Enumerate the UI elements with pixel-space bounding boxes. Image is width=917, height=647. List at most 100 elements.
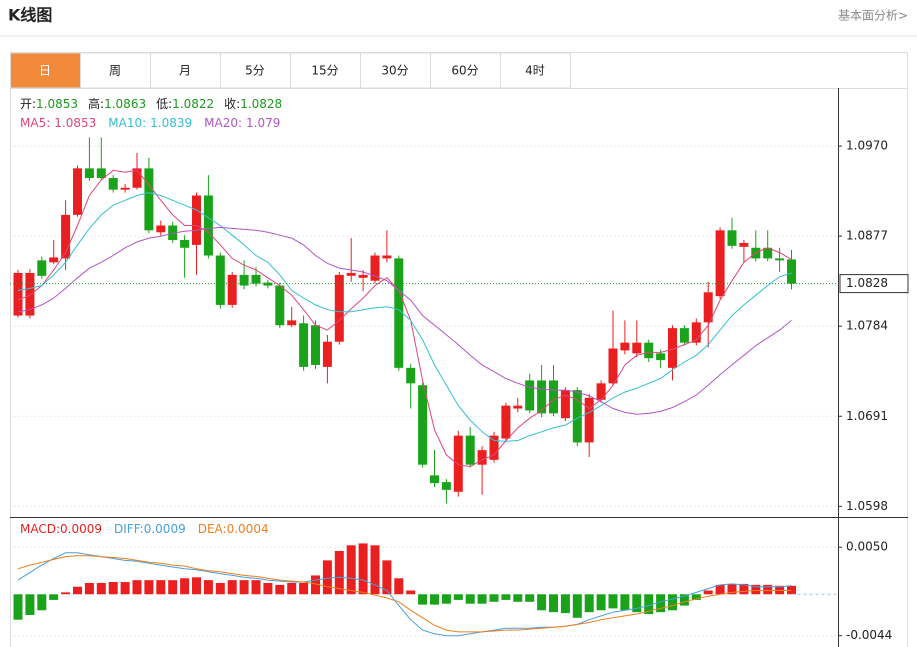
legend-row: MA5: 1.0853 MA10: 1.0839 MA20: 1.079: [20, 116, 280, 130]
candle-body: [739, 242, 749, 247]
macd-bar: [346, 545, 356, 595]
macd-bar: [334, 550, 344, 595]
macd-bar: [263, 582, 273, 595]
macd-bar: [358, 543, 368, 595]
macd-bar: [370, 545, 380, 595]
candle-body: [441, 482, 451, 490]
tab-label[interactable]: 60分: [451, 64, 478, 78]
legend-value: 0.0009: [60, 522, 102, 536]
candle-body: [73, 168, 82, 215]
ohlc-label: 收:: [224, 97, 240, 111]
candle-body: [180, 240, 190, 248]
tab-label[interactable]: 30分: [381, 64, 408, 78]
ohlc-label: 低:: [156, 97, 172, 111]
y-tick-label: -0.0044: [846, 628, 892, 642]
legend-value: 0.0004: [227, 522, 269, 536]
candle-body: [596, 383, 606, 400]
tab-label[interactable]: 月: [179, 64, 191, 78]
candle-body: [251, 274, 261, 284]
candle-body: [192, 195, 201, 245]
tab[interactable]: [500, 52, 571, 89]
legend-name: MA5:: [20, 116, 50, 130]
macd-bar: [465, 594, 475, 604]
tab-label[interactable]: 15分: [311, 64, 338, 78]
macd-bar: [501, 594, 511, 600]
candle-body: [203, 195, 213, 256]
y-tick-label: 1.0970: [846, 139, 888, 153]
macd-bar: [513, 594, 523, 602]
candle-body: [537, 380, 547, 414]
tab-label[interactable]: 周: [109, 64, 121, 78]
macd-bar: [227, 580, 237, 595]
macd-bar: [715, 584, 725, 595]
macd-bar: [608, 594, 618, 609]
tab[interactable]: [360, 52, 431, 89]
macd-bar: [132, 580, 142, 595]
macd-bar: [251, 580, 261, 595]
macd-bar: [239, 580, 249, 595]
y-tick-label: 1.0691: [846, 409, 888, 423]
candle-body: [275, 285, 285, 326]
candle-body: [584, 397, 594, 443]
ohlc-label: 开:: [20, 97, 36, 111]
candle-body: [727, 230, 737, 246]
tab-label[interactable]: 5分: [245, 64, 265, 78]
candle-body: [691, 322, 701, 343]
ohlc-value: 1.0828: [240, 97, 282, 111]
legend-value: 1.079: [246, 116, 280, 130]
macd-bar: [703, 590, 713, 595]
candle-body: [549, 380, 558, 414]
candle-body: [358, 274, 368, 278]
tab[interactable]: [80, 52, 151, 89]
candle-body: [715, 230, 725, 297]
macd-bar: [287, 582, 297, 595]
macd-bar: [691, 594, 701, 600]
macd-bar: [144, 580, 154, 595]
candle-body: [572, 390, 582, 443]
tab[interactable]: [220, 52, 291, 89]
candle-body: [61, 214, 71, 259]
tab[interactable]: [10, 52, 81, 89]
candle-body: [465, 435, 475, 465]
macd-bar: [180, 578, 190, 595]
tab-label[interactable]: 日: [39, 64, 51, 78]
ohlc-value: 1.0822: [172, 97, 214, 111]
ohlc-value: 1.0853: [36, 97, 78, 111]
macd-bar: [441, 594, 451, 604]
macd-bar: [156, 580, 166, 595]
macd-bar: [477, 594, 487, 604]
candle-body: [96, 168, 106, 179]
tab[interactable]: [150, 52, 221, 89]
macd-line: [17, 552, 792, 637]
candle-body: [513, 405, 523, 409]
candle-body: [108, 178, 118, 190]
macd-bar: [299, 582, 309, 595]
candle-body: [84, 168, 94, 179]
tab-label[interactable]: 4时: [525, 64, 545, 78]
candle-body: [239, 274, 249, 286]
chart-frame: [10, 52, 908, 647]
candle-body: [775, 258, 785, 261]
macd-bar: [203, 580, 213, 595]
macd-bar: [168, 580, 178, 595]
candle-body: [656, 353, 666, 361]
candle-body: [49, 257, 59, 263]
candle-body: [418, 385, 428, 465]
macd-bar: [549, 594, 558, 613]
candle-body: [370, 255, 380, 281]
candle-body: [156, 225, 166, 233]
ohlc-label: 高:: [88, 96, 104, 111]
legend-value: 1.0839: [150, 116, 192, 130]
macd-bar: [668, 594, 677, 611]
fundamental-link[interactable]: 基本面分析>: [838, 9, 908, 23]
last-price-box: [839, 274, 909, 294]
ma-line: [17, 192, 792, 442]
legend-value: 0.0009: [144, 522, 186, 536]
macd-bar: [84, 582, 94, 595]
candle-body: [13, 272, 23, 316]
macd-bar: [25, 594, 35, 615]
macd-bar: [751, 584, 761, 595]
ma-line: [17, 169, 792, 468]
candle-body: [382, 255, 392, 259]
ohlc-value: 1.0863: [104, 97, 146, 111]
